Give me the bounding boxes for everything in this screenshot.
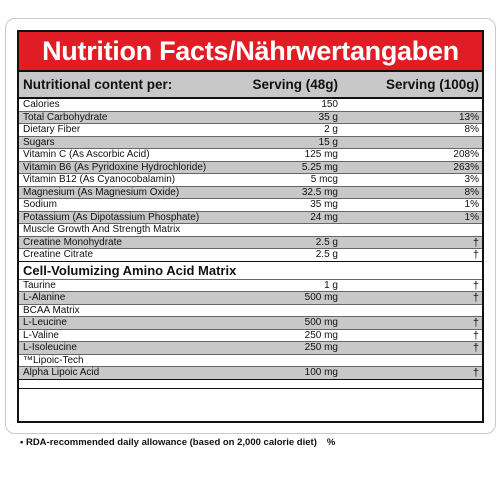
row-pct: 263% <box>453 161 479 173</box>
row-name: Vitamin B6 (As Pyridoxine Hydrochloride) <box>23 161 207 173</box>
table-row: Total Carbohydrate 35 g 13% <box>19 111 482 124</box>
table-row: Vitamin B6 (As Pyridoxine Hydrochloride)… <box>19 161 482 174</box>
row-name: L-Valine <box>23 329 59 341</box>
row-value: 15 g <box>318 136 338 148</box>
row-name: Vitamin B12 (As Cyanocobalamin) <box>23 174 176 185</box>
row-value: 2.5 g <box>315 236 338 248</box>
row-value: 35 mg <box>310 199 338 210</box>
row-pct: 1% <box>464 199 479 210</box>
table-row: Calories 150 <box>19 99 482 112</box>
row-value: 2 g <box>324 124 338 135</box>
row-name: Sugars <box>23 136 55 148</box>
row-pct: † <box>472 236 479 249</box>
row-pct: † <box>472 317 479 329</box>
row-pct: 208% <box>453 149 479 160</box>
table-row: Vitamin B12 (As Cyanocobalamin) 5 mcg 3% <box>19 174 482 187</box>
row-value: 32.5 mg <box>301 186 338 198</box>
table-row: L-Isoleucine 250 mg † <box>19 342 482 355</box>
row-name: Creatine Monohydrate <box>23 236 122 248</box>
row-name: Muscle Growth And Strength Matrix <box>23 224 181 235</box>
row-value: 24 mg <box>310 211 338 223</box>
table-row: ™Lipoic-Tech <box>19 354 482 367</box>
row-name: Magnesium (As Magnesium Oxide) <box>23 186 180 198</box>
row-pct: † <box>472 329 479 342</box>
footnote-text: • RDA-recommended daily allowance (based… <box>20 437 317 448</box>
row-pct: † <box>472 342 479 354</box>
row-value: 5.25 mg <box>301 161 338 173</box>
table-row: Dietary Fiber 2 g 8% <box>19 124 482 137</box>
header-label: Nutritional content per: <box>23 77 173 92</box>
nutrition-panel: Nutrition Facts/Nährwertangaben Nutritio… <box>17 30 484 423</box>
row-name: L-Isoleucine <box>23 342 77 353</box>
row-pct: 3% <box>464 174 479 185</box>
row-value: 1 g <box>324 279 338 291</box>
table-row: Sodium 35 mg 1% <box>19 199 482 212</box>
row-name: Potassium (As Dipotassium Phosphate) <box>23 211 200 223</box>
table-row: Alpha Lipoic Acid 100 mg † <box>19 367 482 380</box>
row-pct: † <box>472 279 479 292</box>
table-row: Magnesium (As Magnesium Oxide) 32.5 mg 8… <box>19 186 482 199</box>
row-name: Taurine <box>23 279 56 291</box>
row-value: 35 g <box>318 111 338 123</box>
row-pct: † <box>472 292 479 304</box>
row-pct: 8% <box>464 186 479 198</box>
row-value: 100 mg <box>304 367 338 378</box>
footnote-pct: % <box>326 437 336 448</box>
table-row: Potassium (As Dipotassium Phosphate) 24 … <box>19 211 482 224</box>
row-pct: † <box>472 249 479 261</box>
table-row: L-Alanine 500 mg † <box>19 292 482 305</box>
table-row: Creatine Citrate 2.5 g † <box>19 249 482 262</box>
row-pct: 13% <box>458 111 479 123</box>
table-row: Sugars 15 g <box>19 136 482 149</box>
row-value: 250 mg <box>304 342 338 353</box>
column-header-row: Nutritional content per: Serving (48g) S… <box>19 72 482 99</box>
table-row: Creatine Monohydrate 2.5 g † <box>19 236 482 249</box>
table-row: Taurine 1 g † <box>19 279 482 292</box>
table-row: BCAA Matrix <box>19 304 482 317</box>
table-row: Vitamin C (As Ascorbic Acid) 125 mg 208% <box>19 149 482 162</box>
row-name: Vitamin C (As Ascorbic Acid) <box>23 149 150 160</box>
table-row: L-Leucine 500 mg † <box>19 317 482 330</box>
row-value: 250 mg <box>304 329 338 341</box>
row-value: 150 <box>321 99 338 110</box>
row-value: 500 mg <box>304 317 338 328</box>
row-pct: † <box>472 367 479 379</box>
row-name: Total Carbohydrate <box>23 111 108 123</box>
table-row: L-Valine 250 mg † <box>19 329 482 342</box>
row-name: L-Alanine <box>23 292 66 303</box>
section-heading-amino: Cell-Volumizing Amino Acid Matrix <box>19 262 482 280</box>
row-pct: 8% <box>464 124 479 135</box>
row-value: 2.5 g <box>315 249 338 260</box>
row-name: BCAA Matrix <box>23 304 80 316</box>
row-value: 500 mg <box>304 292 338 303</box>
row-name: Sodium <box>23 199 57 210</box>
panel-title: Nutrition Facts/Nährwertangaben <box>19 32 482 72</box>
row-value: 125 mg <box>304 149 338 160</box>
header-serving-100g: Serving (100g) <box>385 77 479 92</box>
row-name: Dietary Fiber <box>23 124 81 135</box>
footnote: • RDA-recommended daily allowance (based… <box>20 437 335 448</box>
row-name: Alpha Lipoic Acid <box>23 367 100 378</box>
row-name: Calories <box>23 99 60 110</box>
table-bottom-spacer <box>19 380 482 389</box>
row-name: L-Leucine <box>23 317 67 328</box>
row-pct: 1% <box>464 211 479 223</box>
row-name: ™Lipoic-Tech <box>23 354 84 366</box>
row-value: 5 mcg <box>310 174 338 185</box>
table-row: Muscle Growth And Strength Matrix <box>19 224 482 237</box>
header-serving-48g: Serving (48g) <box>252 77 338 92</box>
label-card: Nutrition Facts/Nährwertangaben Nutritio… <box>5 18 496 448</box>
row-name: Creatine Citrate <box>23 249 94 260</box>
